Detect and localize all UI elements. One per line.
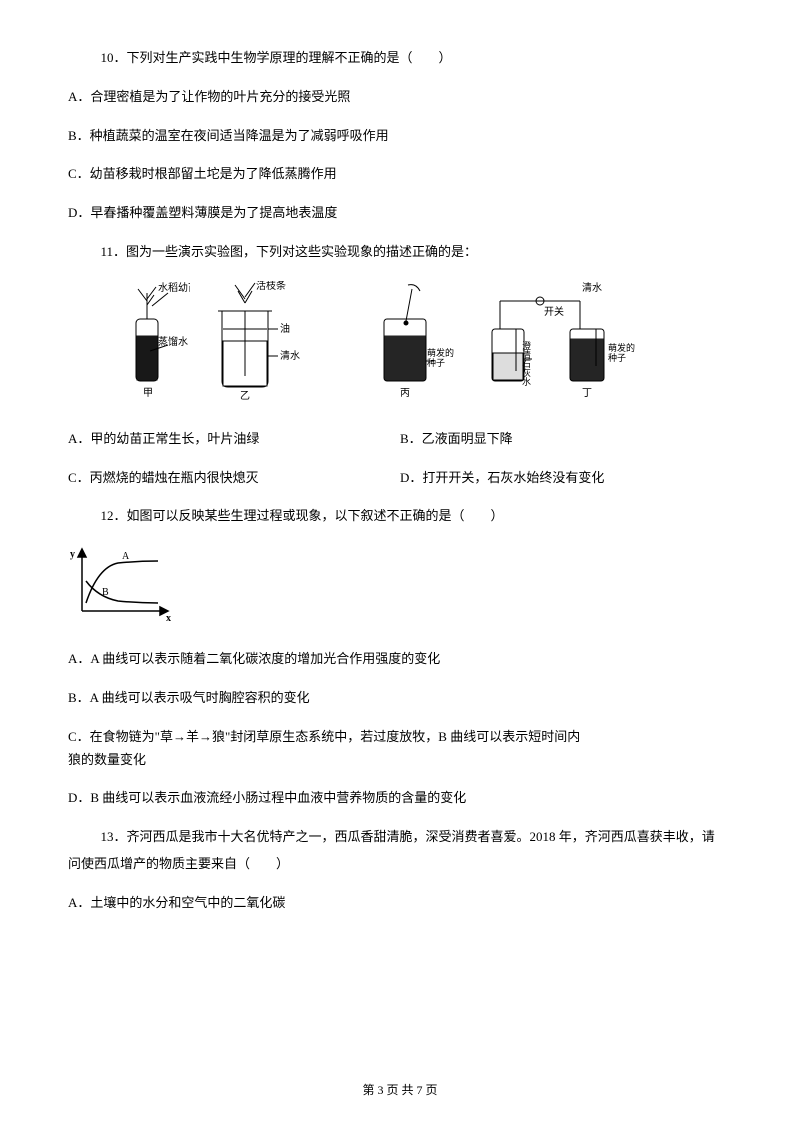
q13-stem2: 问使西瓜增产的物质主要来自（ ） — [68, 854, 732, 875]
label-rice-seedling: 水稻幼苗 — [158, 281, 190, 294]
q12-option-c: C．在食物链为"草→羊→狼"封闭草原生态系统中，若过度放牧，B 曲线可以表示短时… — [68, 727, 732, 748]
figure-ding: 清水 开关 澄清石灰水 萌发的种子 丁 — [482, 281, 642, 401]
label-germ-seeds-2: 萌发的种子 — [608, 342, 635, 363]
q10-option-c: C．幼苗移栽时根部留土坨是为了降低蒸腾作用 — [68, 164, 732, 185]
graph-y-label: y — [70, 549, 75, 560]
label-clear-water-2: 清水 — [582, 281, 602, 294]
label-limewater: 澄清石灰水 — [521, 340, 531, 386]
label-oil: 油 — [280, 322, 290, 335]
q11-option-c: C．丙燃烧的蜡烛在瓶内很快熄灭 — [68, 468, 400, 489]
q13-option-a: A．土壤中的水分和空气中的二氧化碳 — [68, 893, 732, 914]
figure-bing: 萌发的种子 丙 — [372, 281, 462, 401]
page-footer: 第 3 页 共 7 页 — [0, 1081, 800, 1100]
label-ding: 丁 — [582, 388, 592, 399]
label-live-branch: 活枝条 — [256, 281, 286, 292]
q10-option-b: B．种植蔬菜的温室在夜间适当降温是为了减弱呼吸作用 — [68, 126, 732, 147]
label-jia: 甲 — [143, 388, 153, 399]
label-switch: 开关 — [544, 305, 564, 318]
q10-stem: 10．下列对生产实践中生物学原理的理解不正确的是（ ） — [68, 48, 732, 69]
graph-curve-a: A — [122, 551, 130, 562]
q13-stem: 13．齐河西瓜是我市十大名优特产之一，西瓜香甜清脆，深受消费者喜爱。2018 年… — [68, 827, 732, 848]
label-germ-seeds-1: 萌发的种子 — [427, 347, 454, 368]
q11-figure-row: 水稻幼苗 蒸馏水 甲 活枝条 — [108, 281, 732, 401]
q12-option-b: B．A 曲线可以表示吸气时胸腔容积的变化 — [68, 688, 732, 709]
q12-option-a: A．A 曲线可以表示随着二氧化碳浓度的增加光合作用强度的变化 — [68, 649, 732, 670]
label-bing: 丙 — [400, 388, 410, 399]
label-distilled-water: 蒸馏水 — [158, 335, 188, 348]
graph-curve-b: B — [102, 587, 109, 598]
q12-stem: 12．如图可以反映某些生理过程或现象，以下叙述不正确的是（ ） — [68, 506, 732, 527]
figure-jia: 水稻幼苗 蒸馏水 甲 — [108, 281, 190, 401]
q12-option-c2: 狼的数量变化 — [68, 750, 732, 771]
q10-option-d: D．早春播种覆盖塑料薄膜是为了提高地表温度 — [68, 203, 732, 224]
label-yi: 乙 — [240, 390, 250, 401]
figure-yi: 活枝条 油 清水 乙 — [210, 281, 302, 401]
q11-option-a: A．甲的幼苗正常生长，叶片油绿 — [68, 429, 400, 450]
q12-option-d: D．B 曲线可以表示血液流经小肠过程中血液中营养物质的含量的变化 — [68, 788, 732, 809]
q12-graph: y x A B — [68, 545, 732, 627]
q11-option-d: D．打开开关，石灰水始终没有变化 — [400, 468, 732, 489]
q11-option-b: B．乙液面明显下降 — [400, 429, 732, 450]
q10-option-a: A．合理密植是为了让作物的叶片充分的接受光照 — [68, 87, 732, 108]
label-clear-water-1: 清水 — [280, 349, 300, 362]
graph-x-label: x — [166, 613, 171, 624]
q11-stem: 11．图为一些演示实验图，下列对这些实验现象的描述正确的是： — [68, 242, 732, 263]
